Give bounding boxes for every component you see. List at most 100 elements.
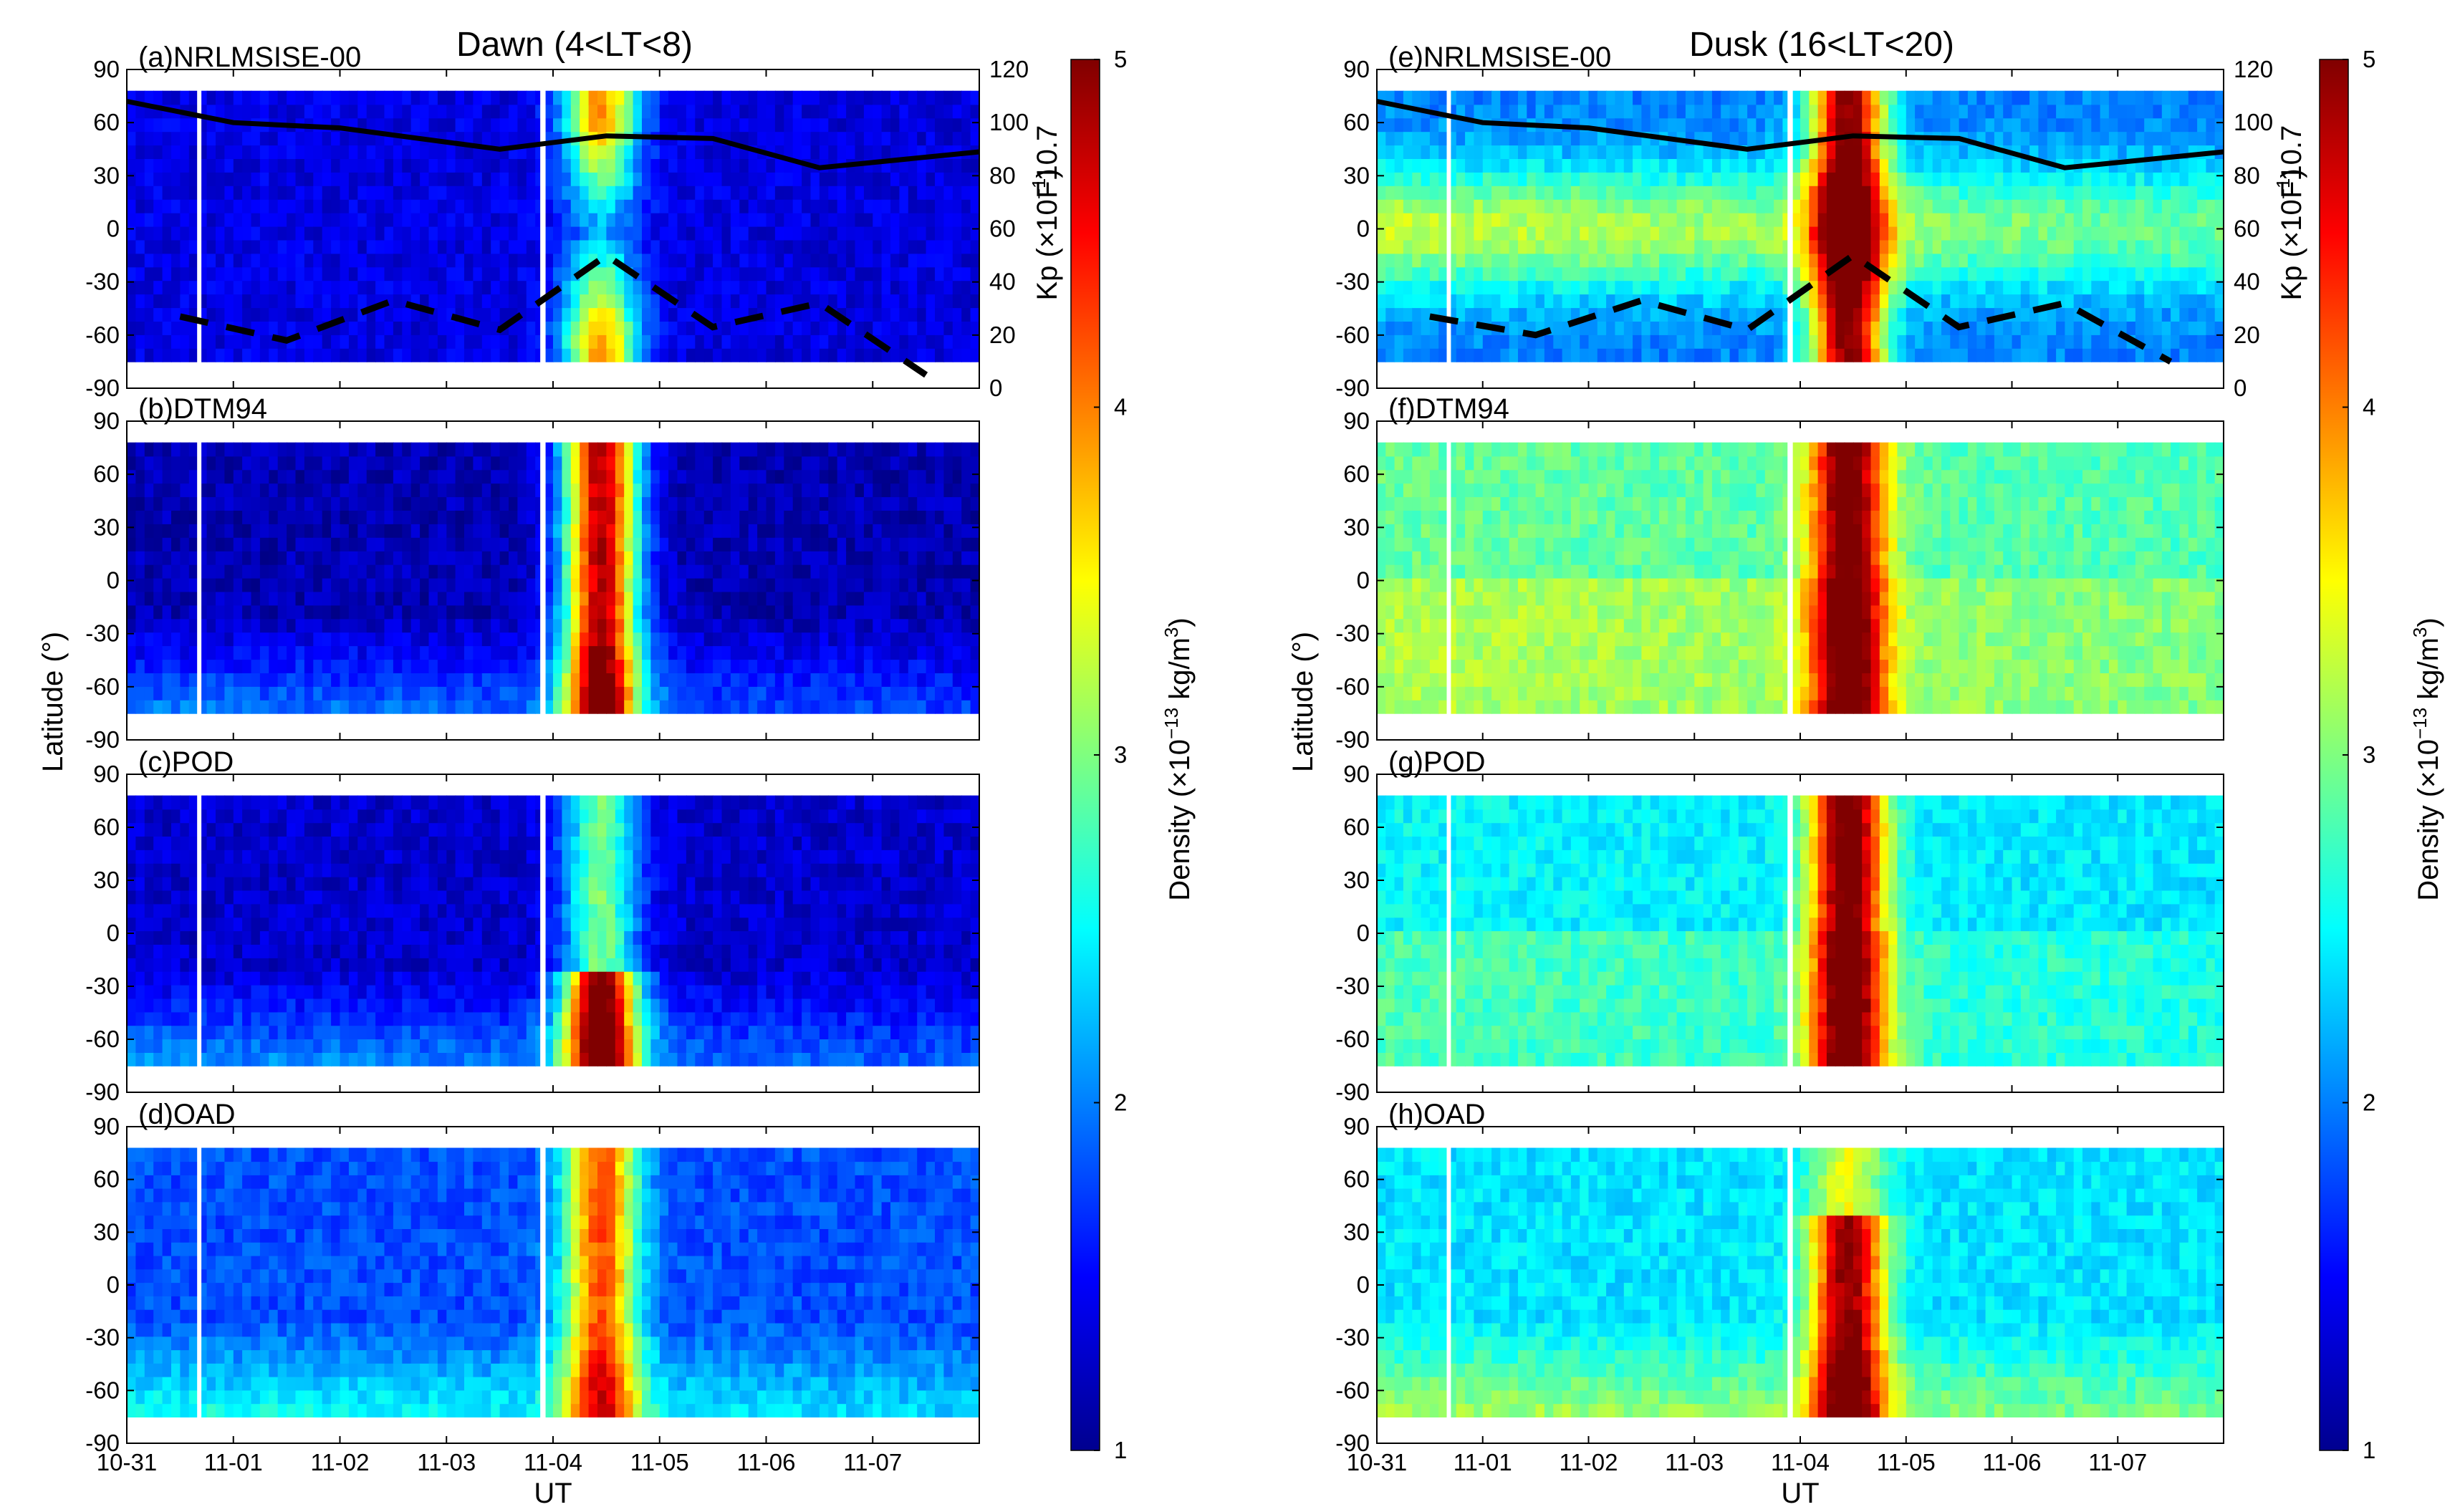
- density-cell: [695, 239, 705, 254]
- density-cell: [464, 795, 474, 810]
- density-cell: [481, 348, 491, 362]
- density-cell: [464, 863, 474, 877]
- density-cell: [233, 958, 243, 972]
- density-cell: [899, 456, 909, 471]
- density-cell: [855, 117, 865, 133]
- density-cell: [180, 442, 190, 457]
- density-cell: [970, 104, 980, 119]
- density-cell: [171, 795, 181, 810]
- density-cell: [580, 186, 590, 200]
- density-cell: [855, 632, 865, 647]
- density-cell: [624, 199, 634, 213]
- density-cell: [774, 564, 785, 579]
- density-cell: [224, 958, 234, 972]
- density-cell: [127, 836, 137, 850]
- density-cell: [491, 673, 501, 687]
- density-cell: [437, 334, 448, 349]
- density-cell: [570, 307, 580, 322]
- density-cell: [295, 294, 305, 309]
- density-cell: [810, 537, 820, 552]
- density-cell: [171, 564, 181, 579]
- density-cell: [917, 280, 927, 295]
- density-cell: [713, 158, 723, 173]
- density-cell: [340, 280, 350, 295]
- density-cell: [420, 551, 430, 565]
- density-cell: [570, 483, 580, 498]
- density-cell: [251, 551, 261, 565]
- density-cell: [162, 117, 172, 133]
- density-cell: [188, 645, 198, 660]
- density-cell: [402, 1025, 412, 1040]
- density-cell: [446, 591, 456, 606]
- density-cell: [642, 442, 652, 457]
- density-cell: [481, 90, 491, 105]
- density-cell: [446, 442, 456, 457]
- density-cell: [393, 158, 403, 173]
- density-cell: [677, 266, 687, 281]
- density-cell: [366, 822, 376, 837]
- density-cell: [348, 158, 359, 173]
- density-cell: [784, 537, 794, 552]
- density-cell: [127, 145, 137, 159]
- density-cell: [322, 131, 332, 146]
- density-cell: [703, 199, 714, 213]
- density-cell: [961, 266, 971, 281]
- density-cell: [375, 836, 385, 850]
- density-cell: [313, 510, 323, 524]
- density-cell: [295, 186, 305, 200]
- density-cell: [340, 90, 350, 105]
- density-cell: [837, 145, 847, 159]
- density-cell: [322, 944, 332, 958]
- density-cell: [846, 577, 856, 592]
- density-cell: [544, 849, 554, 864]
- density-cell: [890, 551, 900, 565]
- density-cell: [713, 334, 723, 349]
- density-cell: [748, 700, 758, 714]
- density-cell: [642, 239, 652, 254]
- density-cell: [348, 321, 359, 335]
- density-cell: [269, 849, 279, 864]
- density-cell: [144, 1039, 154, 1053]
- density-cell: [242, 890, 252, 905]
- density-cell: [348, 131, 359, 146]
- density-cell: [917, 591, 927, 606]
- density-cell: [890, 686, 900, 700]
- density-cell: [721, 456, 731, 471]
- density-cell: [713, 496, 723, 511]
- density-cell: [224, 212, 234, 227]
- density-cell: [739, 456, 749, 471]
- density-cell: [588, 456, 598, 471]
- density-cell: [935, 524, 945, 538]
- density-cell: [526, 863, 536, 877]
- density-cell: [127, 686, 137, 700]
- density-cell: [624, 117, 634, 133]
- density-cell: [970, 280, 980, 295]
- density-cell: [420, 266, 430, 281]
- density-cell: [730, 186, 741, 200]
- density-cell: [455, 998, 465, 1013]
- density-cell: [748, 659, 758, 673]
- density-cell: [224, 537, 234, 552]
- density-cell: [837, 618, 847, 633]
- density-cell: [446, 618, 456, 633]
- density-cell: [881, 577, 891, 592]
- density-cell: [437, 510, 448, 524]
- density-cell: [420, 104, 430, 119]
- density-cell: [357, 334, 367, 349]
- density-cell: [792, 456, 802, 471]
- density-cell: [437, 863, 448, 877]
- density-cell: [517, 239, 527, 254]
- density-cell: [455, 186, 465, 200]
- density-cell: [837, 117, 847, 133]
- density-cell: [206, 917, 216, 932]
- density-cell: [748, 90, 758, 105]
- density-cell: [384, 469, 394, 484]
- density-cell: [331, 930, 341, 945]
- density-cell: [224, 998, 234, 1013]
- density-cell: [464, 958, 474, 972]
- density-cell: [340, 348, 350, 362]
- density-cell: [792, 280, 802, 295]
- density-cell: [935, 104, 945, 119]
- density-cell: [873, 117, 883, 133]
- density-cell: [473, 212, 483, 227]
